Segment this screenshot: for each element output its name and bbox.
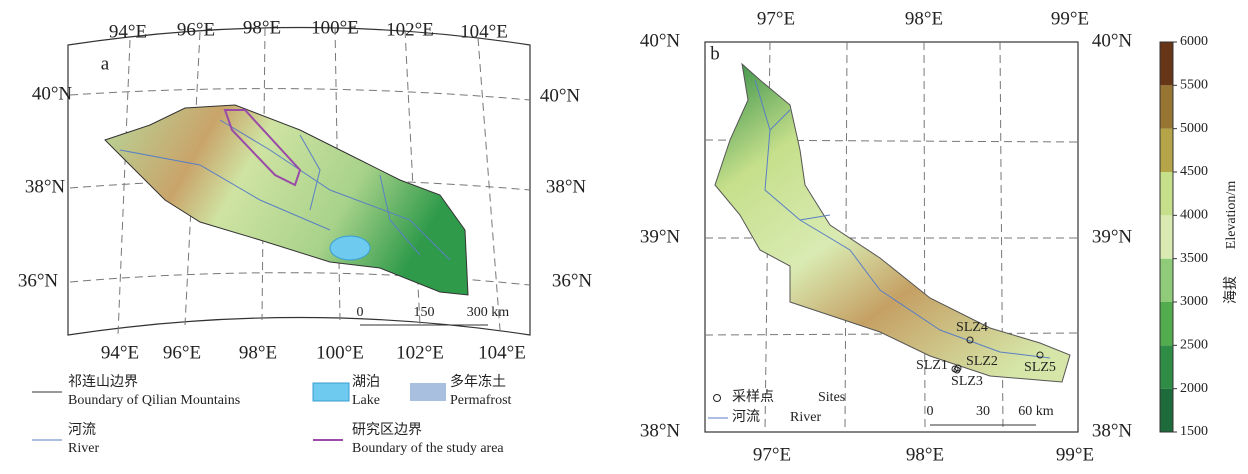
map-frame bbox=[704, 41, 1079, 433]
legend-label-en: River bbox=[790, 410, 821, 425]
lat-label: 40°N bbox=[540, 85, 581, 106]
colorbar-segment bbox=[1160, 302, 1173, 346]
legend-label-cn: 祁连山边界 bbox=[68, 374, 138, 390]
legend-label-en: Boundary of the study area bbox=[352, 441, 504, 456]
scale-label: 300 km bbox=[467, 305, 510, 320]
colorbar-tick-label: 3500 bbox=[1180, 251, 1208, 266]
colorbar-segment bbox=[1160, 42, 1173, 86]
lon-label: 104°E bbox=[478, 342, 526, 363]
legend-label-cn: 研究区边界 bbox=[352, 422, 422, 438]
lon-label: 102°E bbox=[396, 342, 444, 363]
legend-label-cn: 采样点 bbox=[732, 389, 774, 405]
site-label: SLZ4 bbox=[956, 320, 988, 335]
lon-label: 104°E bbox=[460, 21, 508, 42]
colorbar-title: 海拔 bbox=[1223, 276, 1239, 304]
legend-symbol bbox=[410, 383, 446, 401]
colorbar-tick-label: 3000 bbox=[1180, 294, 1208, 309]
site-label: SLZ5 bbox=[1024, 360, 1056, 375]
colorbar-segment bbox=[1160, 215, 1173, 259]
lon-label: 98°E bbox=[905, 8, 943, 29]
site-marker bbox=[1036, 351, 1044, 359]
legend-label-cn: 多年冻土 bbox=[450, 373, 506, 390]
lon-label: 96°E bbox=[177, 19, 215, 40]
panel-label: a bbox=[101, 53, 110, 74]
colorbar-segment bbox=[1160, 258, 1173, 302]
rivers bbox=[754, 79, 1051, 359]
lake bbox=[329, 235, 371, 261]
colorbar-tick-label: 2500 bbox=[1180, 338, 1208, 353]
site-label: SLZ2 bbox=[966, 354, 998, 369]
study-area bbox=[223, 109, 302, 187]
lat-label: 39°N bbox=[1092, 226, 1133, 247]
colorbar-tick-label: 1500 bbox=[1180, 424, 1208, 439]
colorbar-title: Elevation/m bbox=[1224, 181, 1239, 250]
legend-label-cn: 河流 bbox=[68, 422, 96, 438]
scale-label: 30 bbox=[976, 404, 990, 419]
scale-label: 0 bbox=[357, 305, 364, 320]
lon-label: 96°E bbox=[163, 342, 201, 363]
panel-label: b bbox=[710, 43, 720, 64]
scale-label: 150 bbox=[414, 305, 435, 320]
legend-label-en: Lake bbox=[352, 393, 380, 408]
lon-label: 100°E bbox=[311, 17, 359, 38]
lat-label: 38°N bbox=[25, 176, 66, 197]
colorbar: 1500 2000 2500 3000 3500 4000 4500 5000 5500 6000… bbox=[1159, 34, 1239, 439]
colorbar-frame bbox=[1159, 41, 1174, 433]
legend-label-cn: 湖泊 bbox=[352, 374, 380, 390]
lat-label: 36°N bbox=[552, 270, 593, 291]
lat-label: 38°N bbox=[640, 420, 681, 441]
rivers bbox=[119, 119, 451, 261]
colorbar-tick-label: 2000 bbox=[1180, 381, 1208, 396]
scale-label: 0 bbox=[927, 404, 934, 419]
lon-label: 99°E bbox=[1051, 8, 1089, 29]
legend-symbol bbox=[312, 382, 350, 402]
colorbar-segment bbox=[1160, 388, 1173, 432]
colorbar-tick-label: 6000 bbox=[1180, 34, 1208, 49]
legend-label-cn: 河流 bbox=[732, 409, 760, 425]
lat-label: 39°N bbox=[640, 226, 681, 247]
lon-label: 94°E bbox=[101, 342, 139, 363]
colorbar-tick-label: 4500 bbox=[1180, 164, 1208, 179]
site-marker bbox=[966, 336, 974, 344]
lat-label: 40°N bbox=[1092, 30, 1133, 51]
site-marker bbox=[953, 366, 961, 374]
basin bbox=[714, 62, 1071, 383]
lon-label: 98°E bbox=[906, 444, 944, 465]
legend-label-en: River bbox=[68, 441, 99, 456]
site-label: SLZ3 bbox=[951, 374, 983, 389]
lon-label: 98°E bbox=[239, 342, 277, 363]
lon-label: 98°E bbox=[243, 17, 281, 38]
lon-label: 100°E bbox=[316, 342, 364, 363]
site-label: SLZ1 bbox=[916, 358, 948, 373]
colorbar-tick-label: 5500 bbox=[1180, 78, 1208, 93]
colorbar-segment bbox=[1160, 172, 1173, 216]
lat-label: 40°N bbox=[640, 30, 681, 51]
legend-label-en: Permafrost bbox=[450, 393, 512, 408]
map-frame bbox=[67, 26, 531, 336]
lat-label: 36°N bbox=[18, 270, 59, 291]
qilian-region bbox=[104, 104, 469, 296]
legend-label-en: Sites bbox=[818, 390, 845, 405]
legend-label-en: Boundary of Qilian Mountains bbox=[68, 393, 240, 408]
colorbar-tick-label: 5000 bbox=[1180, 121, 1208, 136]
colorbar-tick-label: 4000 bbox=[1180, 208, 1208, 223]
lat-label: 40°N bbox=[32, 83, 73, 104]
legend-symbol bbox=[713, 394, 721, 402]
scale-label: 60 km bbox=[1018, 404, 1054, 419]
lon-label: 94°E bbox=[109, 21, 147, 42]
colorbar-segment bbox=[1160, 345, 1173, 389]
lon-label: 97°E bbox=[757, 8, 795, 29]
lat-label: 38°N bbox=[1092, 420, 1133, 441]
colorbar-segment bbox=[1160, 128, 1173, 172]
lon-label: 99°E bbox=[1056, 444, 1094, 465]
lon-label: 102°E bbox=[386, 19, 434, 40]
colorbar-segment bbox=[1160, 85, 1173, 129]
lon-label: 97°E bbox=[753, 444, 791, 465]
lat-label: 38°N bbox=[546, 176, 587, 197]
